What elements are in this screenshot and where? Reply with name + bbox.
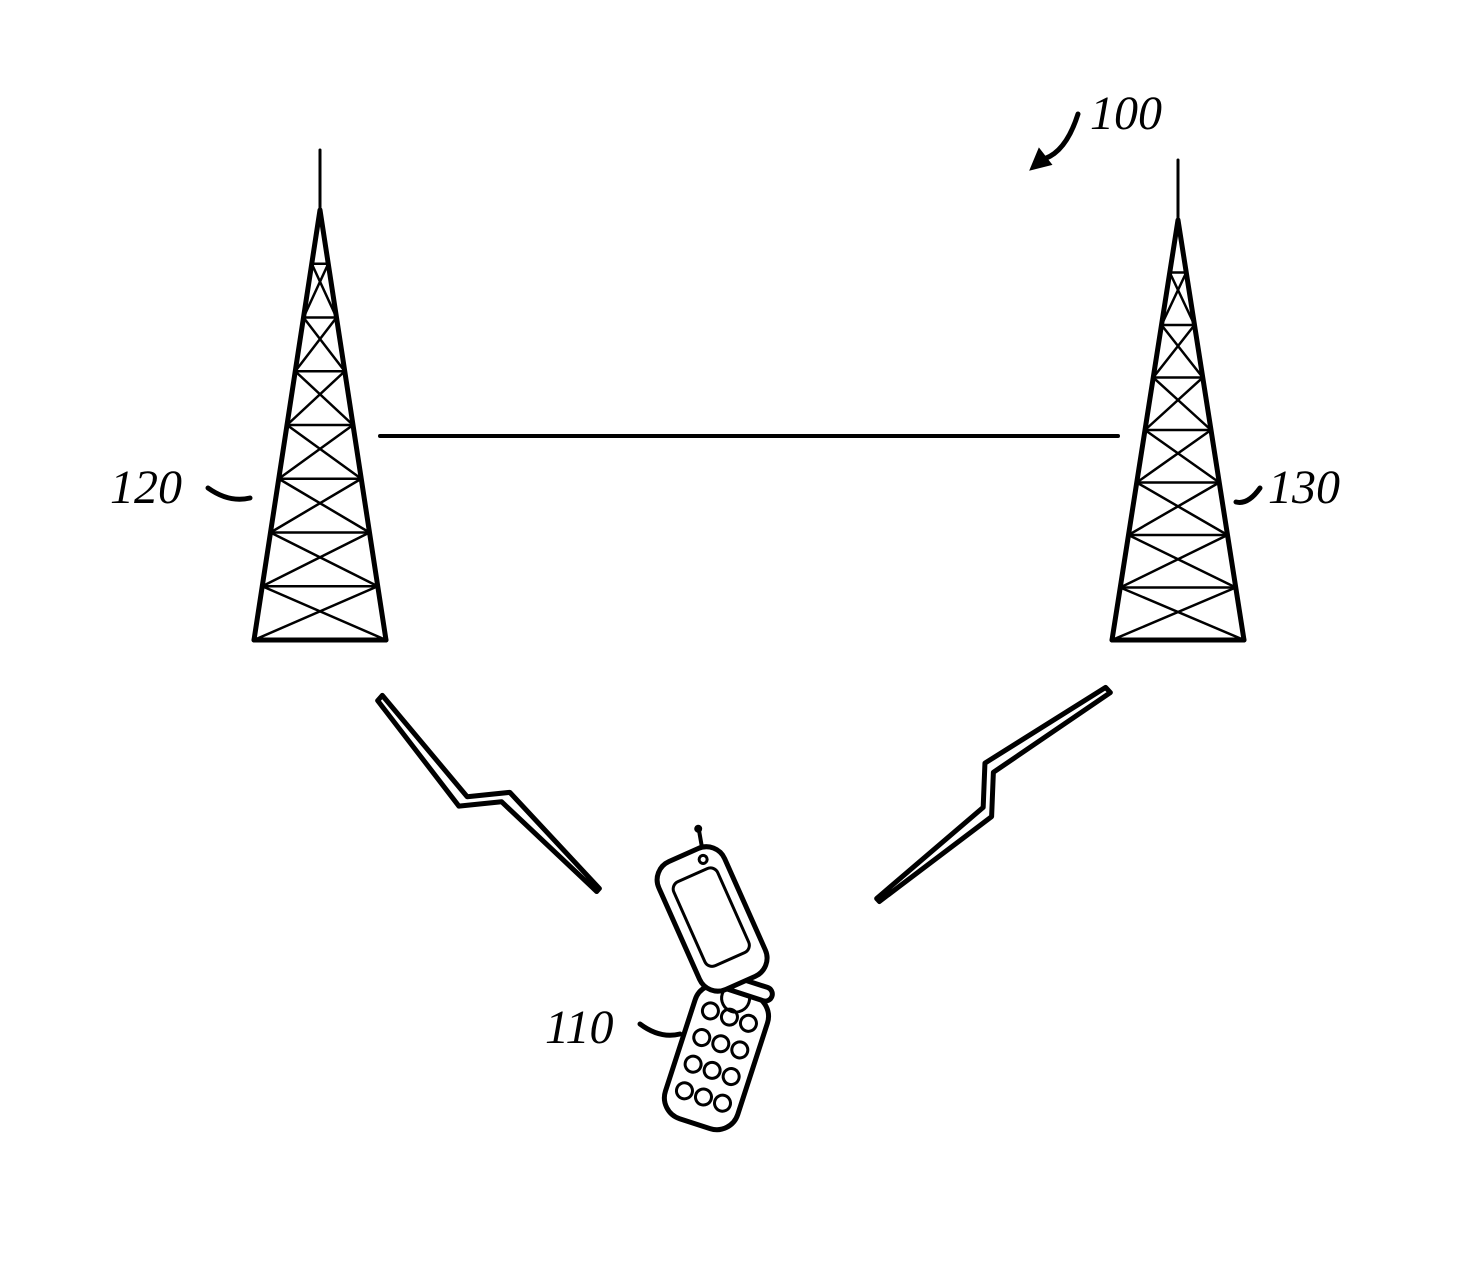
figure-svg <box>0 0 1474 1267</box>
label-phone: 110 <box>545 1000 613 1055</box>
label-system: 100 <box>1090 86 1162 141</box>
figure-stage: 100 120 130 110 <box>0 0 1474 1267</box>
label-tower-left: 120 <box>110 460 182 515</box>
label-tower-right: 130 <box>1268 460 1340 515</box>
